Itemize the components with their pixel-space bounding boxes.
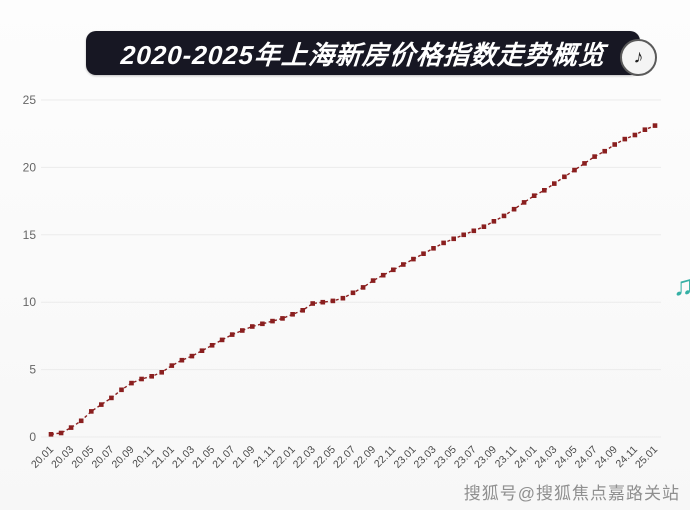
svg-text:23.01: 23.01 — [391, 444, 418, 471]
music-note-icon: ♪ — [632, 46, 645, 69]
svg-text:20.09: 20.09 — [110, 444, 137, 471]
svg-text:22.05: 22.05 — [311, 444, 338, 471]
svg-text:20.07: 20.07 — [89, 444, 116, 471]
svg-text:24.03: 24.03 — [532, 444, 559, 471]
svg-text:5: 5 — [29, 363, 36, 377]
svg-text:20.03: 20.03 — [49, 444, 76, 471]
svg-text:23.05: 23.05 — [432, 444, 459, 471]
watermark: 搜狐号@搜狐焦点嘉路关站 — [463, 484, 680, 503]
price-index-chart: 051015202520.0120.0320.0520.0720.0920.11… — [23, 93, 661, 471]
svg-text:21.09: 21.09 — [230, 444, 257, 471]
svg-text:21.03: 21.03 — [170, 444, 197, 471]
svg-text:22.03: 22.03 — [291, 444, 318, 471]
svg-text:20: 20 — [23, 160, 37, 174]
svg-text:21.01: 21.01 — [150, 444, 177, 471]
svg-text:20.01: 20.01 — [29, 444, 56, 471]
svg-text:24.01: 24.01 — [512, 444, 539, 471]
music-note-icon-right: ♫ — [673, 270, 690, 301]
page-title: 2020-2025年上海新房价格指数走势概览 — [119, 39, 607, 70]
svg-text:22.01: 22.01 — [271, 444, 298, 471]
svg-text:21.07: 21.07 — [210, 444, 237, 471]
svg-text:24.07: 24.07 — [573, 444, 600, 471]
svg-text:25: 25 — [23, 93, 37, 107]
svg-text:23.03: 23.03 — [412, 444, 439, 471]
svg-text:22.09: 22.09 — [351, 444, 378, 471]
svg-text:25.01: 25.01 — [633, 444, 660, 471]
svg-text:15: 15 — [23, 228, 37, 242]
title-banner: 2020-2025年上海新房价格指数走势概览 — [86, 31, 640, 75]
svg-text:23.07: 23.07 — [452, 444, 479, 471]
svg-text:24.09: 24.09 — [593, 444, 620, 471]
svg-text:21.05: 21.05 — [190, 444, 217, 471]
svg-text:20.05: 20.05 — [69, 444, 96, 471]
svg-text:10: 10 — [23, 295, 37, 309]
chart-container: 0 5 10 15 20 25 20.01 20.03 20.05 20.07 20.09 20.11… — [15, 85, 670, 485]
svg-text:24.05: 24.05 — [553, 444, 580, 471]
svg-text:22.07: 22.07 — [331, 444, 358, 471]
svg-text:23.09: 23.09 — [472, 444, 499, 471]
svg-text:0: 0 — [29, 430, 36, 444]
music-note-badge: ♪ — [620, 39, 657, 76]
